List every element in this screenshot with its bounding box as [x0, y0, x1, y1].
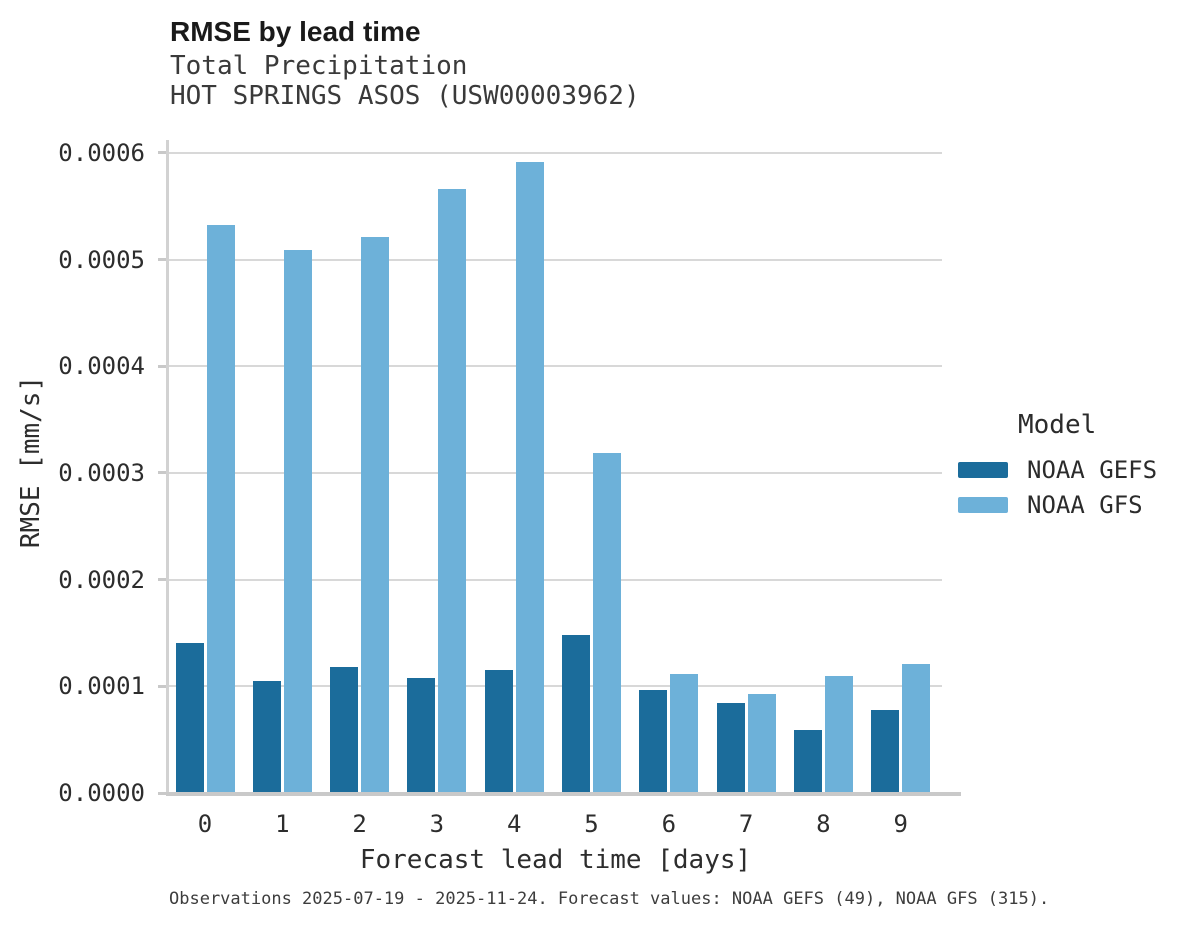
bar-noaa-gfs	[593, 452, 621, 793]
gridline	[169, 151, 942, 154]
chart-title: RMSE by lead time	[170, 16, 421, 47]
x-axis-spine	[166, 792, 961, 796]
chart-station-subtitle: HOT SPRINGS ASOS (USW00003962)	[170, 81, 640, 111]
y-tick-label: 0.0000	[58, 779, 145, 807]
legend-item: NOAA GEFS	[958, 452, 1157, 487]
legend-item-label: NOAA GFS	[1027, 490, 1143, 519]
gridline	[169, 258, 942, 261]
y-tick-label: 0.0004	[58, 352, 145, 381]
y-tick-label: 0.0006	[58, 138, 145, 167]
bar-noaa-gefs	[716, 703, 745, 793]
x-tick-label: 1	[275, 810, 290, 838]
legend-title: Model	[1018, 410, 1097, 440]
bar-noaa-gefs	[871, 709, 900, 793]
x-tick-label: 0	[197, 810, 213, 838]
bar-noaa-gfs	[361, 237, 390, 793]
y-tick-label: 0.0002	[58, 565, 145, 594]
legend-item: NOAA GFS	[958, 487, 1157, 522]
y-tick-mark	[158, 684, 166, 688]
y-tick-mark	[158, 578, 166, 582]
bar-noaa-gfs	[438, 189, 467, 793]
bar-noaa-gfs	[902, 663, 931, 793]
x-tick-label: 2	[352, 810, 367, 838]
caption: Observations 2025-07-19 - 2025-11-24. Fo…	[169, 889, 1050, 909]
bar-noaa-gefs	[562, 635, 590, 793]
bar-noaa-gfs	[283, 249, 312, 793]
x-tick-label: 6	[661, 810, 677, 838]
y-tick-mark	[158, 151, 166, 155]
y-tick-mark	[158, 258, 166, 261]
bar-noaa-gefs	[252, 681, 281, 793]
gridline	[169, 685, 942, 688]
y-tick-mark	[158, 791, 166, 795]
bar-noaa-gfs	[824, 675, 853, 793]
bar-noaa-gefs	[484, 670, 513, 793]
chart-subtitle: Total Precipitation	[170, 51, 468, 81]
bar-noaa-gfs	[515, 162, 544, 793]
x-tick-label: 3	[429, 810, 445, 838]
x-tick-label: 9	[893, 810, 908, 838]
legend-swatch	[958, 461, 1008, 478]
gridline	[169, 471, 942, 474]
y-axis-spine	[166, 140, 169, 795]
y-tick-label: 0.0003	[58, 458, 145, 487]
x-tick-label: 7	[738, 810, 754, 838]
x-tick-label: 8	[816, 810, 831, 838]
bar-noaa-gefs	[639, 689, 668, 793]
bar-noaa-gfs	[206, 225, 235, 793]
bar-noaa-gefs	[407, 677, 436, 793]
x-tick-label: 4	[506, 810, 522, 838]
legend: Model NOAA GEFS NOAA GFS	[958, 410, 1157, 522]
legend-item-label: NOAA GEFS	[1027, 455, 1158, 484]
x-axis-title: Forecast lead time [days]	[359, 845, 752, 875]
bar-noaa-gefs	[330, 667, 359, 793]
x-tick-label: 5	[584, 810, 599, 838]
plot-area: 0.0000 0.0001 0.0002 0.0003 0.0004 0.0005 0.00…	[58, 139, 961, 807]
bar-noaa-gfs	[670, 673, 699, 793]
y-tick-label: 0.0005	[58, 245, 145, 274]
bar-noaa-gefs	[793, 730, 822, 793]
y-tick-mark	[158, 471, 166, 475]
gridline	[169, 365, 942, 368]
y-tick-mark	[158, 364, 166, 368]
bar-noaa-gefs	[175, 642, 204, 793]
gridline	[169, 578, 942, 581]
y-tick-label: 0.0001	[58, 672, 145, 701]
bar-noaa-gfs	[747, 693, 776, 793]
legend-swatch	[958, 496, 1008, 513]
